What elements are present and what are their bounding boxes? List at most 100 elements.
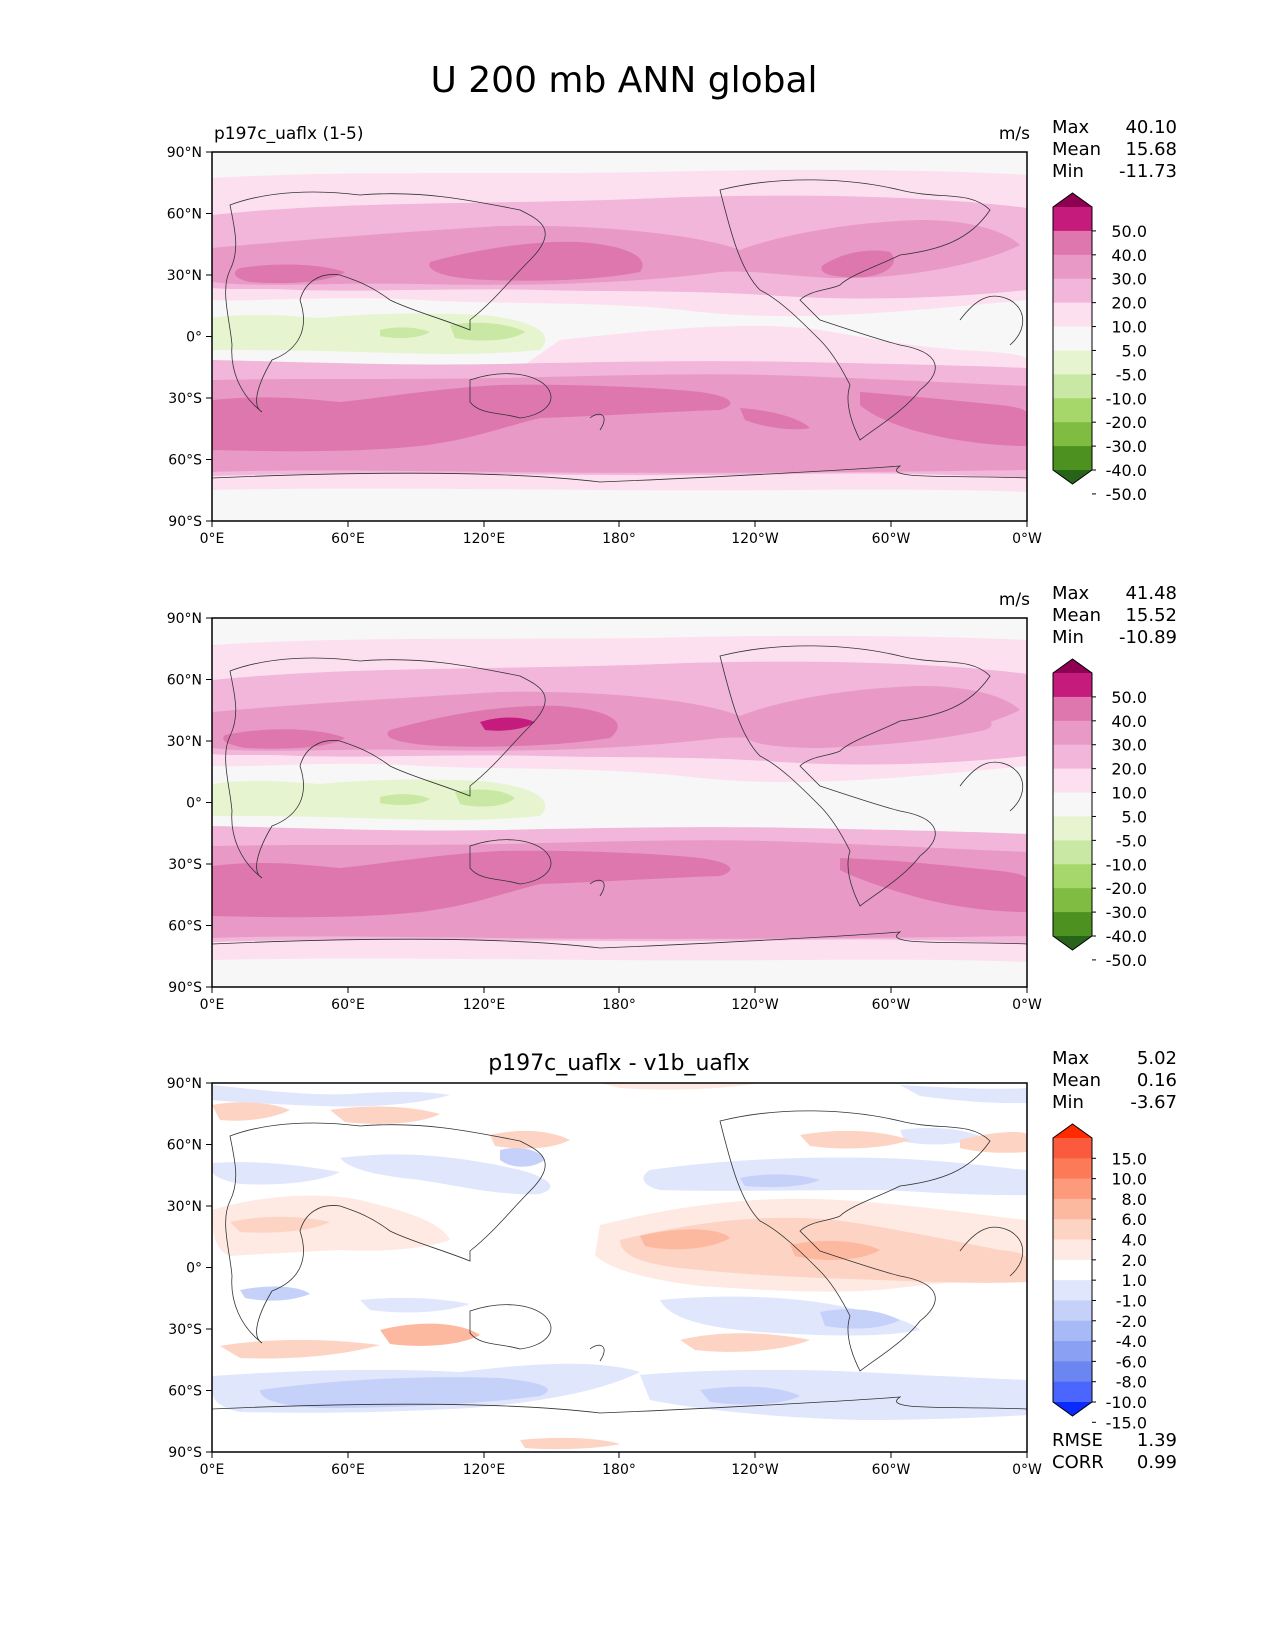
rmse-label: RMSE [1052, 1430, 1103, 1451]
stat-label: Min [1052, 627, 1084, 648]
stat-value: 15.52 [1125, 605, 1177, 626]
panel-3: p197c_uaflx - v1b_uaflx [167, 1048, 1177, 1478]
lat-tick: 60°S [168, 1384, 202, 1400]
colorbar-label: -30.0 [1106, 903, 1147, 922]
colorbar-label: 5.0 [1122, 807, 1147, 826]
colorbar-extend-min [1053, 470, 1092, 484]
colorbar-segment [1053, 1158, 1092, 1180]
colorbar-label: -30.0 [1106, 437, 1147, 456]
lon-tick: 120°E [463, 997, 506, 1013]
panel-3-title: p197c_uaflx - v1b_uaflx [488, 1051, 750, 1076]
panel-1-lat-ticks: 90°N 60°N 30°N 0° 30°S 60°S 90°S [167, 145, 212, 530]
colorbar-label: -50.0 [1106, 485, 1147, 504]
lat-tick: 30°S [168, 857, 202, 873]
stat-value: 5.02 [1137, 1048, 1177, 1069]
lon-tick: 0°W [1012, 997, 1042, 1013]
panel-3-stats: Max 5.02 Mean 0.16 Min -3.67 [1052, 1048, 1177, 1113]
colorbar-extend-max [1053, 659, 1092, 673]
stat-value: 41.48 [1125, 583, 1177, 604]
lon-tick: 60°E [331, 531, 365, 547]
colorbar-label: -40.0 [1106, 461, 1147, 480]
colorbar-segment [1053, 302, 1092, 328]
colorbar-label: -1.0 [1116, 1291, 1147, 1310]
panel-1-colorbar: 50.0 40.0 30.0 20.0 10.0 5.0 -5.0 -10.0 -20.0 -30… [1052, 192, 1147, 504]
colorbar-segment [1053, 864, 1092, 889]
colorbar-label: 40.0 [1111, 712, 1147, 731]
lat-tick: 30°N [167, 268, 202, 284]
colorbar-segment [1053, 1239, 1092, 1261]
lat-tick: 30°N [167, 734, 202, 750]
colorbar-label: 10.0 [1111, 784, 1147, 803]
colorbar-label: -10.0 [1106, 1393, 1147, 1412]
stat-label: Max [1052, 1048, 1090, 1069]
stat-value: -11.73 [1119, 161, 1177, 182]
colorbar-label: -15.0 [1106, 1413, 1147, 1432]
figure-title: U 200 mb ANN global [430, 60, 817, 101]
panel-1-map [212, 152, 1027, 521]
colorbar-extend-max [1053, 193, 1092, 207]
colorbar-label: 15.0 [1111, 1149, 1147, 1168]
lat-tick: 90°N [167, 145, 202, 161]
lon-tick: 60°E [331, 997, 365, 1013]
lon-tick: 120°E [463, 1462, 506, 1478]
colorbar-segment [1053, 696, 1092, 722]
colorbar-segment [1053, 350, 1092, 375]
lat-tick: 0° [186, 796, 202, 812]
panel-1-lon-ticks: 0°E 60°E 120°E 180° 120°W 60°W 0°W [200, 521, 1042, 547]
panel-1-coastlines [212, 179, 1027, 483]
stat-value: -3.67 [1130, 1092, 1177, 1113]
colorbar-label: 30.0 [1111, 270, 1147, 289]
colorbar-extend-min [1053, 1402, 1092, 1416]
lat-tick: 60°S [168, 453, 202, 469]
colorbar-label: 20.0 [1111, 760, 1147, 779]
lat-tick: 60°N [167, 1138, 202, 1154]
lon-tick: 120°W [731, 997, 779, 1013]
colorbar-label: 40.0 [1111, 246, 1147, 265]
lon-tick: 180° [602, 531, 636, 547]
corr-label: CORR [1052, 1452, 1104, 1473]
colorbar-segment [1053, 1219, 1092, 1241]
colorbar-segment [1053, 207, 1092, 232]
lat-tick: 60°N [167, 207, 202, 223]
panel-1-stats: Max 40.10 Mean 15.68 Min -11.73 [1052, 117, 1177, 182]
lon-tick: 60°E [331, 1462, 365, 1478]
stat-value: 0.16 [1137, 1070, 1177, 1091]
colorbar-label: 5.0 [1122, 341, 1147, 360]
lon-tick: 0°W [1012, 1462, 1042, 1478]
lon-tick: 120°W [731, 531, 779, 547]
lon-tick: 60°W [872, 531, 911, 547]
lat-tick: 30°N [167, 1199, 202, 1215]
colorbar-label: -2.0 [1116, 1312, 1147, 1331]
lon-tick: 0°E [200, 1462, 225, 1478]
colorbar-segment [1053, 1381, 1092, 1403]
lat-tick: 90°N [167, 611, 202, 627]
lat-tick: 90°S [168, 980, 202, 996]
lon-tick: 0°E [200, 997, 225, 1013]
colorbar-label: 6.0 [1122, 1210, 1147, 1229]
colorbar-label: 50.0 [1111, 222, 1147, 241]
colorbar-segment [1053, 398, 1092, 423]
colorbar-segment [1053, 1300, 1092, 1322]
panel-2-units: m/s [999, 590, 1030, 610]
colorbar-label: -5.0 [1116, 831, 1147, 850]
colorbar-label: 8.0 [1122, 1190, 1147, 1209]
colorbar-label: -5.0 [1116, 365, 1147, 384]
colorbar-segment [1053, 1178, 1092, 1200]
colorbar-segment [1053, 673, 1092, 698]
lon-tick: 60°W [872, 997, 911, 1013]
colorbar-extend-max [1053, 1124, 1092, 1138]
colorbar-segment [1053, 278, 1092, 304]
lat-tick: 60°N [167, 673, 202, 689]
stat-label: Min [1052, 161, 1084, 182]
panel-1: p197c_uaflx (1-5) m/s [167, 117, 1177, 547]
colorbar-segment [1053, 792, 1092, 817]
stat-label: Mean [1052, 1070, 1101, 1091]
panel-1-title-left: p197c_uaflx (1-5) [214, 124, 363, 144]
stat-label: Max [1052, 117, 1090, 138]
stat-label: Mean [1052, 605, 1101, 626]
colorbar-label: -10.0 [1106, 389, 1147, 408]
stat-label: Mean [1052, 139, 1101, 160]
colorbar-label: 50.0 [1111, 688, 1147, 707]
colorbar-segment [1053, 816, 1092, 841]
lat-tick: 60°S [168, 919, 202, 935]
